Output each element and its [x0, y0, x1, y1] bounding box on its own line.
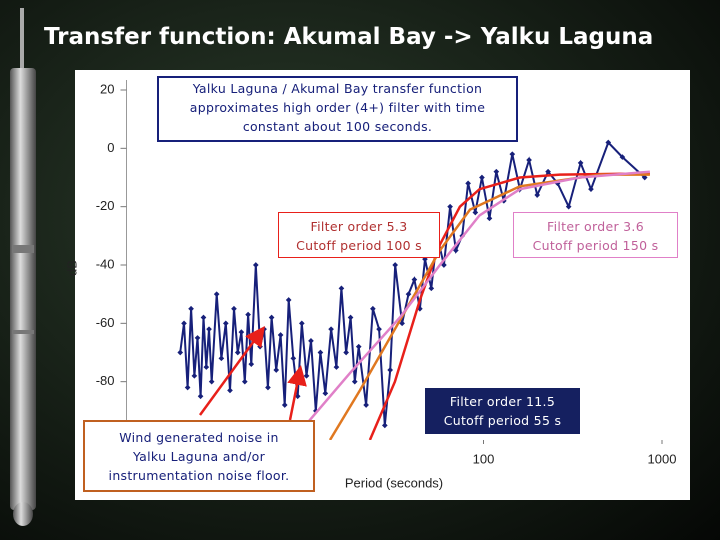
data-marker: [392, 262, 398, 268]
annotation: Yalku Laguna / Akumal Bay transfer funct…: [157, 76, 518, 142]
data-marker: [234, 349, 241, 356]
fit-curve: [368, 172, 650, 440]
data-marker: [486, 215, 493, 222]
data-marker: [509, 151, 516, 157]
data-marker: [588, 186, 594, 192]
data-marker: [351, 378, 358, 385]
y-tick-label: -80: [96, 373, 115, 388]
data-marker: [184, 384, 191, 391]
data-marker: [218, 355, 225, 362]
annotation: Filter order 11.5 Cutoff period 55 s: [425, 388, 580, 434]
data-marker: [472, 209, 479, 216]
data-line: [179, 140, 646, 426]
data-marker: [545, 168, 551, 175]
data-marker: [605, 139, 612, 146]
x-tick-label: 100: [473, 451, 495, 466]
data-marker: [479, 174, 485, 181]
data-marker: [181, 320, 187, 327]
data-marker: [268, 314, 275, 321]
y-tick-label: -60: [96, 315, 115, 330]
data-marker: [191, 373, 198, 379]
data-marker: [641, 174, 648, 181]
data-marker: [208, 378, 215, 385]
data-marker: [203, 364, 210, 370]
instrument-graphic: [10, 8, 36, 526]
data-marker: [177, 349, 184, 356]
data-marker: [333, 364, 340, 370]
data-marker: [355, 343, 362, 350]
data-marker: [338, 285, 345, 292]
annotation: Filter order 3.6 Cutoff period 150 s: [513, 212, 678, 258]
data-marker: [231, 305, 237, 312]
data-marker: [257, 343, 263, 350]
annotation: Wind generated noise in Yalku Laguna and…: [83, 420, 315, 492]
annotation-arrow: [287, 365, 307, 421]
data-marker: [493, 168, 500, 175]
data-marker: [328, 326, 334, 332]
slide-title: Transfer function: Akumal Bay -> Yalku L…: [44, 24, 654, 50]
data-marker: [405, 291, 412, 297]
data-marker: [281, 402, 288, 408]
data-marker: [387, 367, 393, 373]
data-marker: [303, 373, 310, 379]
data-marker: [317, 349, 324, 356]
y-tick-label: -40: [96, 256, 115, 271]
data-marker: [273, 367, 280, 373]
data-marker: [241, 378, 248, 385]
data-marker: [619, 154, 626, 160]
data-marker: [447, 203, 453, 210]
data-marker: [565, 203, 572, 210]
data-marker: [248, 361, 255, 367]
annotation-arrow: [198, 325, 265, 416]
x-axis-title: Period (seconds): [345, 475, 443, 490]
data-marker: [252, 262, 259, 268]
fit-curve: [299, 170, 651, 433]
data-marker: [265, 384, 271, 391]
data-marker: [285, 297, 292, 303]
data-marker: [308, 338, 314, 344]
data-marker: [534, 192, 541, 198]
data-marker: [222, 320, 229, 327]
annotation: Filter order 5.3 Cutoff period 100 s: [278, 212, 440, 258]
data-marker: [213, 291, 220, 297]
data-marker: [363, 402, 369, 408]
x-tick-label: 1000: [648, 451, 677, 466]
data-marker: [245, 311, 251, 318]
data-marker: [290, 355, 297, 362]
data-marker: [322, 390, 329, 397]
data-marker: [577, 160, 584, 166]
data-marker: [227, 387, 233, 394]
y-tick-label: -20: [96, 198, 115, 213]
data-marker: [277, 332, 284, 338]
data-marker: [526, 157, 532, 163]
y-axis-title: dB: [64, 260, 79, 276]
data-marker: [465, 180, 471, 187]
data-marker: [194, 335, 201, 341]
data-marker: [299, 320, 305, 327]
data-marker: [238, 329, 245, 335]
data-marker: [370, 305, 376, 312]
y-tick-label: 20: [100, 81, 114, 96]
data-marker: [411, 276, 418, 283]
data-marker: [428, 285, 435, 292]
data-marker: [376, 326, 382, 332]
data-marker: [206, 326, 212, 332]
data-marker: [399, 320, 405, 327]
data-marker: [347, 314, 354, 321]
data-marker: [343, 349, 349, 356]
y-tick-label: 0: [107, 140, 114, 155]
data-marker: [200, 314, 207, 321]
data-marker: [453, 247, 459, 254]
data-marker: [188, 305, 194, 312]
data-marker: [381, 422, 388, 429]
data-marker: [197, 393, 204, 400]
